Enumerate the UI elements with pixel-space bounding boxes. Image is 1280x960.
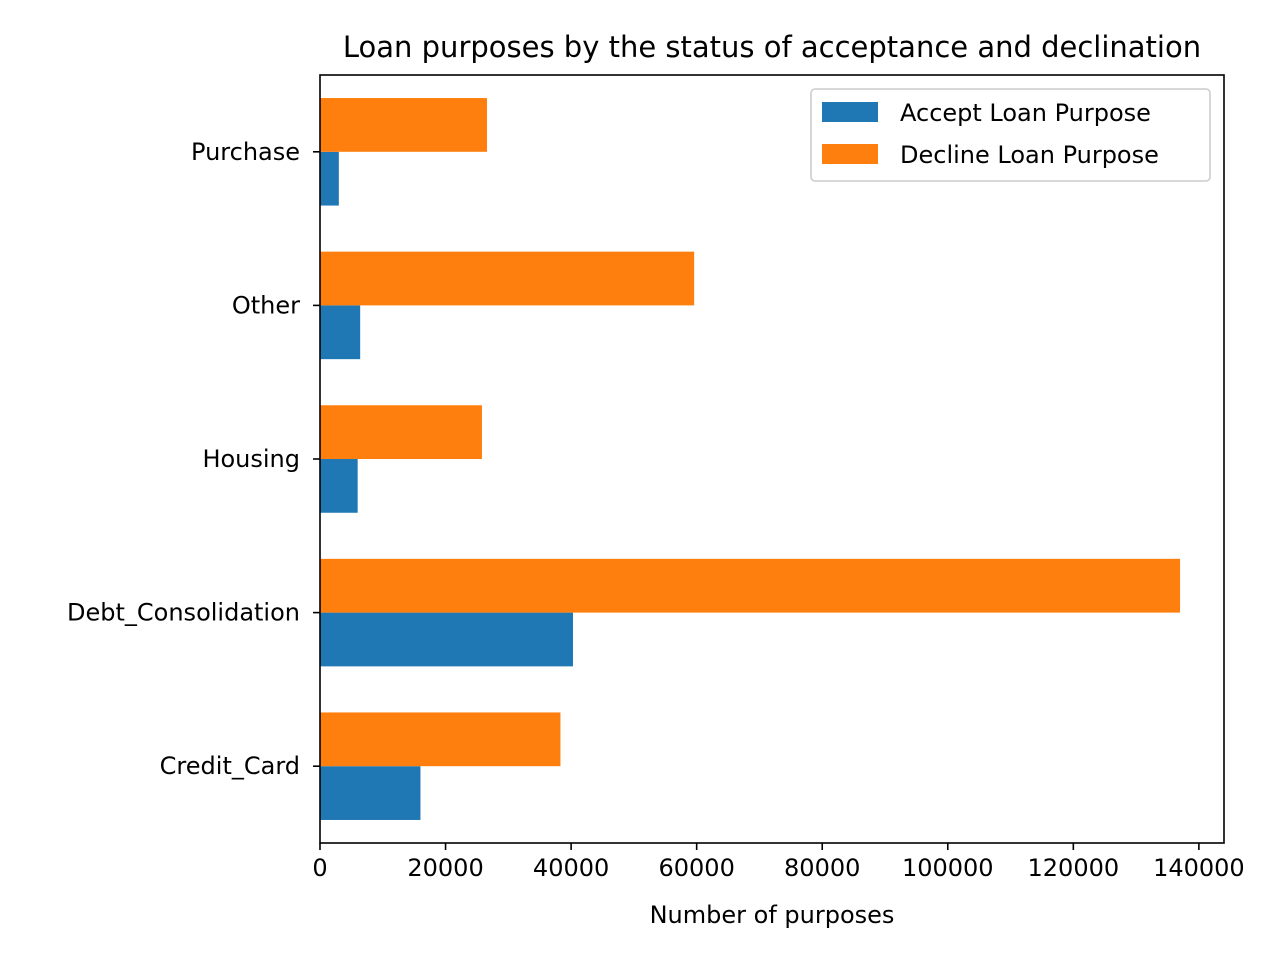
plot-area bbox=[319, 74, 1225, 844]
bar-accept-housing bbox=[320, 459, 358, 513]
chart-title: Loan purposes by the status of acceptanc… bbox=[343, 30, 1201, 64]
legend: Accept Loan Purpose Decline Loan Purpose bbox=[810, 88, 1211, 182]
x-tick-label: 0 bbox=[312, 854, 327, 882]
bar-accept-debt-consolidation bbox=[320, 612, 573, 667]
bar-accept-other bbox=[320, 305, 361, 360]
x-tick-label: 80000 bbox=[784, 854, 860, 882]
legend-label: Accept Loan Purpose bbox=[900, 99, 1151, 127]
x-tick-label: 140000 bbox=[1153, 854, 1245, 882]
y-axis: Credit_Card Debt_Consolidation Housing Othe… bbox=[67, 138, 320, 780]
x-tick-label: 120000 bbox=[1028, 854, 1120, 882]
bar-decline-other bbox=[320, 251, 695, 306]
y-tick-label: Debt_Consolidation bbox=[67, 599, 300, 627]
bar-decline-debt-consolidation bbox=[320, 558, 1181, 613]
legend-swatch bbox=[822, 144, 878, 164]
bar-decline-purchase bbox=[320, 98, 487, 152]
bar-decline-credit-card bbox=[320, 712, 561, 767]
x-tick-label: 100000 bbox=[902, 854, 994, 882]
x-axis-label: Number of purposes bbox=[650, 901, 895, 929]
y-tick-label: Housing bbox=[202, 445, 300, 473]
bar-group bbox=[320, 98, 1181, 820]
x-tick-label: 40000 bbox=[533, 854, 609, 882]
x-tick-label: 20000 bbox=[407, 854, 483, 882]
y-tick-label: Other bbox=[232, 291, 300, 319]
x-axis: 0 20000 40000 60000 80000 100000 120000 140000 bbox=[312, 843, 1245, 882]
bar-accept-credit-card bbox=[320, 766, 421, 820]
x-tick-label: 60000 bbox=[658, 854, 734, 882]
bar-accept-purchase bbox=[320, 151, 339, 206]
y-tick-label: Credit_Card bbox=[160, 752, 300, 780]
y-tick-label: Purchase bbox=[191, 138, 300, 166]
legend-label: Decline Loan Purpose bbox=[900, 141, 1159, 169]
bar-decline-housing bbox=[320, 405, 482, 459]
legend-swatch bbox=[822, 102, 878, 122]
legend-frame bbox=[810, 88, 1211, 182]
